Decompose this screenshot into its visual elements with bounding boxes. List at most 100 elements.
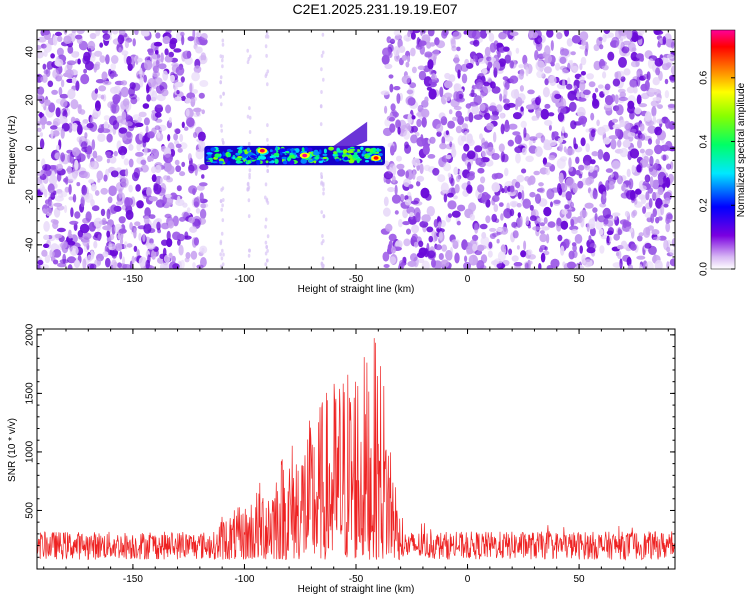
noise-speckle [416, 175, 425, 182]
noise-speckle [146, 83, 150, 94]
noise-speckle [93, 217, 103, 228]
noise-speckle [588, 235, 592, 242]
noise-speckle [584, 202, 594, 209]
noise-speckle [265, 245, 269, 249]
noise-speckle [672, 232, 675, 238]
noise-speckle [631, 211, 636, 218]
noise-speckle [405, 61, 410, 68]
noise-speckle [630, 51, 638, 62]
noise-speckle [521, 147, 527, 156]
noise-speckle [666, 53, 675, 60]
noise-speckle [469, 101, 479, 107]
noise-speckle [172, 215, 179, 227]
noise-speckle [171, 255, 176, 263]
noise-speckle [92, 150, 98, 159]
noise-speckle [94, 50, 103, 57]
noise-speckle [195, 148, 204, 160]
noise-speckle [134, 221, 141, 226]
noise-speckle [193, 237, 199, 246]
x-tick-label: -100 [234, 274, 254, 285]
noise-speckle [79, 223, 90, 234]
noise-speckle [201, 59, 206, 64]
noise-speckle [118, 216, 126, 224]
noise-speckle [265, 53, 268, 58]
noise-speckle [41, 249, 48, 257]
noise-speckle [647, 138, 653, 145]
noise-speckle [579, 245, 583, 254]
noise-speckle [666, 246, 671, 253]
noise-speckle [453, 105, 462, 111]
noise-speckle [508, 248, 513, 256]
signal-speckle [269, 161, 273, 164]
noise-speckle [321, 256, 325, 261]
signal-speckle [349, 148, 356, 151]
noise-speckle [404, 199, 411, 206]
noise-speckle [113, 205, 122, 212]
noise-speckle [97, 133, 106, 142]
noise-speckle [545, 167, 551, 176]
noise-speckle [397, 168, 406, 177]
noise-speckle [537, 217, 543, 222]
noise-speckle [647, 225, 655, 231]
noise-speckle [72, 193, 77, 203]
noise-speckle [120, 80, 128, 86]
noise-speckle [221, 42, 225, 47]
noise-speckle [222, 91, 225, 96]
noise-speckle [547, 112, 555, 117]
noise-speckle [618, 96, 628, 102]
noise-speckle [645, 191, 650, 201]
signal-speckle [234, 157, 242, 161]
noise-speckle [116, 200, 124, 206]
noise-speckle [492, 195, 500, 202]
signal-speckle [366, 148, 371, 152]
noise-speckle [384, 105, 388, 114]
noise-speckle [165, 104, 172, 114]
noise-speckle [453, 83, 462, 91]
noise-speckle [266, 34, 270, 39]
noise-speckle [118, 188, 123, 199]
noise-speckle [37, 127, 42, 133]
noise-speckle [400, 194, 405, 201]
noise-speckle [651, 192, 661, 200]
noise-speckle [416, 118, 422, 128]
noise-speckle [390, 145, 395, 156]
noise-speckle [639, 264, 643, 269]
noise-speckle [120, 86, 129, 98]
noise-speckle [71, 77, 77, 84]
noise-speckle [410, 47, 416, 57]
noise-speckle [383, 264, 390, 268]
noise-speckle [528, 260, 533, 265]
noise-speckle [42, 30, 50, 36]
noise-speckle [196, 31, 202, 38]
noise-speckle [47, 183, 55, 194]
noise-speckle [266, 248, 269, 253]
signal-speckle [226, 150, 234, 152]
noise-speckle [457, 204, 466, 212]
noise-speckle [458, 93, 464, 99]
noise-speckle [48, 165, 58, 170]
noise-speckle [597, 126, 606, 136]
noise-speckle [520, 250, 527, 258]
noise-speckle [160, 222, 170, 230]
noise-speckle [64, 186, 70, 193]
noise-speckle [450, 187, 456, 195]
noise-speckle [532, 226, 541, 231]
noise-speckle [222, 252, 225, 257]
noise-speckle [80, 196, 85, 208]
noise-speckle [543, 66, 552, 74]
noise-speckle [649, 155, 654, 167]
noise-speckle [603, 218, 609, 225]
noise-speckle [639, 148, 645, 154]
noise-speckle [484, 46, 491, 57]
noise-speckle [264, 217, 268, 222]
noise-speckle [559, 142, 563, 152]
noise-speckle [132, 171, 139, 182]
noise-speckle [108, 241, 112, 250]
noise-speckle [473, 222, 481, 230]
noise-speckle [192, 89, 198, 94]
noise-speckle [615, 104, 624, 116]
noise-speckle [422, 144, 430, 155]
noise-speckle [137, 116, 142, 123]
noise-speckle [627, 42, 636, 52]
noise-speckle [186, 117, 195, 128]
